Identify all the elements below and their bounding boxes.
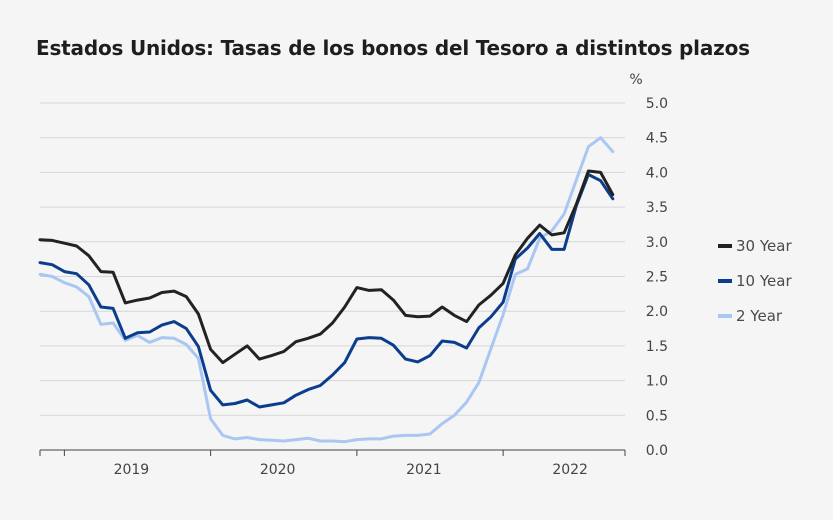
chart-title: Estados Unidos: Tasas de los bonos del T… (36, 36, 750, 60)
legend-item-10-year: 10 Year (718, 263, 792, 298)
y-tick-label: 0.0 (646, 443, 668, 459)
x-tick-label: 2022 (552, 462, 588, 478)
series-line-10-year (38, 173, 615, 409)
x-axis (39, 449, 626, 456)
x-tick-label: 2020 (260, 462, 296, 478)
y-tick-label: 1.0 (646, 374, 668, 390)
legend-item-30-year: 30 Year (718, 228, 792, 263)
x-tick-labels: 2019 2020 2021 2022 (114, 462, 588, 478)
legend-swatch-2-year (718, 313, 732, 318)
legend-label-30-year: 30 Year (736, 236, 792, 255)
y-tick-label: 3.0 (646, 235, 668, 251)
y-tick-label: 1.5 (646, 339, 668, 355)
x-tick-label: 2019 (114, 462, 150, 478)
legend-label-10-year: 10 Year (736, 271, 792, 290)
legend: 30 Year 10 Year 2 Year (718, 228, 792, 333)
y-tick-labels: 0.0 0.5 1.0 1.5 2.0 2.5 3.0 3.5 4.0 4.5 5.0 (646, 96, 668, 459)
y-axis-unit-label: % (629, 72, 642, 88)
y-tick-label: 4.0 (646, 165, 668, 181)
y-tick-label: 3.5 (646, 200, 668, 216)
y-tick-label: 2.0 (646, 304, 668, 320)
y-tick-label: 2.5 (646, 270, 668, 286)
series-line-30-year (38, 169, 615, 365)
gridlines (40, 102, 625, 416)
x-tick-label: 2021 (406, 462, 442, 478)
series-line-2-year (38, 136, 615, 444)
legend-item-2-year: 2 Year (718, 298, 792, 333)
legend-label-2-year: 2 Year (736, 306, 783, 325)
series-lines (38, 136, 615, 444)
y-tick-label: 4.5 (646, 131, 668, 147)
legend-swatch-10-year (718, 278, 732, 283)
y-tick-label: 0.5 (646, 408, 668, 424)
legend-swatch-30-year (718, 243, 732, 248)
y-tick-label: 5.0 (646, 96, 668, 112)
